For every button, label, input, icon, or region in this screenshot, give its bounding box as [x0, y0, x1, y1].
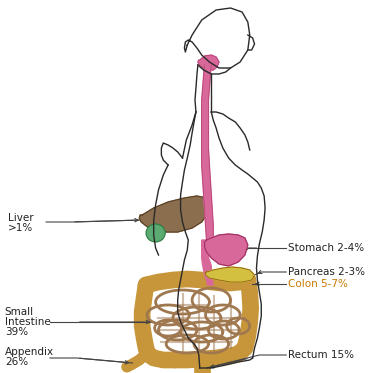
Ellipse shape [146, 224, 165, 242]
Polygon shape [204, 234, 248, 266]
Text: Intestine: Intestine [5, 317, 51, 327]
Text: 26%: 26% [5, 357, 28, 367]
Text: Colon 5-7%: Colon 5-7% [288, 279, 348, 289]
Text: >1%: >1% [8, 223, 33, 233]
Polygon shape [198, 55, 219, 70]
Polygon shape [202, 240, 213, 285]
Text: Rectum 15%: Rectum 15% [288, 350, 354, 360]
Text: Appendix: Appendix [5, 347, 54, 357]
Polygon shape [204, 252, 211, 272]
Text: Stomach 2-4%: Stomach 2-4% [288, 243, 364, 253]
Polygon shape [202, 65, 213, 240]
Polygon shape [139, 196, 209, 232]
Text: Pancreas 2-3%: Pancreas 2-3% [288, 267, 365, 277]
Polygon shape [206, 267, 255, 282]
Text: Liver: Liver [8, 213, 33, 223]
Text: 39%: 39% [5, 327, 28, 337]
Text: Small: Small [5, 307, 34, 317]
